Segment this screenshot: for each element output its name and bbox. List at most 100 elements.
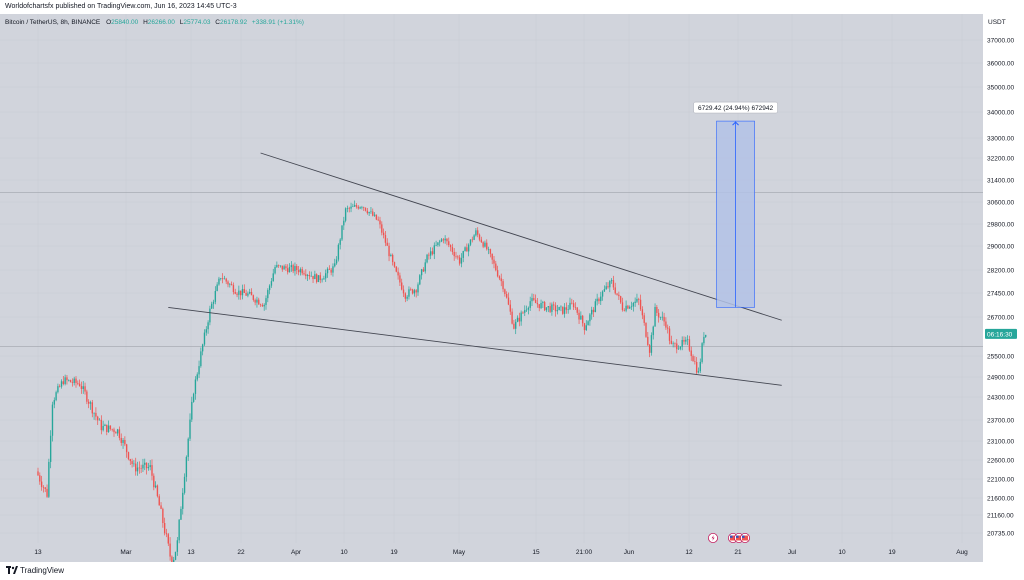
candle-body <box>297 270 300 273</box>
candle-body <box>167 534 169 544</box>
candle-body <box>585 325 587 331</box>
candle-body <box>672 343 674 344</box>
candle-body <box>287 268 289 273</box>
candle-body <box>482 242 484 247</box>
trendline-upper[interactable] <box>260 152 782 321</box>
candle-body <box>315 274 318 283</box>
candle-body <box>145 462 148 469</box>
candle-body <box>314 274 316 280</box>
candle-body <box>522 312 524 314</box>
candle-body <box>230 284 233 286</box>
horizontal-levels <box>0 192 983 347</box>
candle-body <box>37 471 39 476</box>
candle-body <box>487 249 490 250</box>
candle-body <box>343 220 345 226</box>
candle-body <box>567 309 569 310</box>
y-axis-unit: USDT <box>988 19 1006 26</box>
candle-body <box>163 522 166 534</box>
candle-body <box>281 265 283 270</box>
candle-body <box>277 265 280 266</box>
candle-body <box>272 273 274 282</box>
candle-body <box>679 346 682 349</box>
candle-body <box>332 266 334 273</box>
candle-body <box>538 304 540 309</box>
candle-body <box>211 303 213 309</box>
trendline-lower[interactable] <box>168 306 782 386</box>
legend-symbol: Bitcoin / TetherUS, 8h, BINANCE <box>5 19 101 26</box>
candle-body <box>120 437 122 443</box>
x-tick-label: 13 <box>187 549 195 556</box>
candle-body <box>288 267 291 273</box>
candle-body <box>596 298 598 302</box>
candle-body <box>603 289 606 292</box>
candle-body <box>683 339 685 342</box>
candle-body <box>502 281 504 290</box>
price-chart[interactable]: 6729.42 (24.94%) 672942 37000.00 36000.00… <box>0 14 1024 562</box>
measure-label-box <box>693 101 778 114</box>
candle-body <box>216 284 218 291</box>
footer-brand[interactable]: TradingView <box>20 566 65 575</box>
candle-body <box>393 262 396 267</box>
candle-body <box>607 286 609 288</box>
candle-body <box>348 208 350 209</box>
candle-body <box>388 245 390 257</box>
candle-body <box>290 265 293 268</box>
ohlc-legend: Bitcoin / TetherUS, 8h, BINANCE O25840.0… <box>5 19 304 26</box>
candles <box>37 200 707 562</box>
candle-body <box>419 275 421 285</box>
candle-body <box>330 269 332 273</box>
candle-body <box>661 316 663 318</box>
x-tick-label: 21 <box>734 549 742 556</box>
candle-body <box>256 299 258 303</box>
candle-body <box>127 452 130 460</box>
x-tick-label: 22 <box>237 549 245 556</box>
candle-body <box>610 280 613 282</box>
candle-body <box>609 281 611 288</box>
candle-body <box>446 238 448 242</box>
candle-body <box>138 467 141 469</box>
y-axis-ticks: 37000.00 36000.00 35000.00 34000.00 33000.00… <box>987 38 1014 538</box>
y-tick-label: 28200.00 <box>987 268 1014 275</box>
candle-body <box>531 298 533 302</box>
candle-body <box>433 245 435 255</box>
candle-body <box>174 551 177 560</box>
candle-body <box>176 540 179 552</box>
candle-body <box>214 290 217 302</box>
tradingview-logo-icon[interactable] <box>6 566 18 576</box>
candle-body <box>632 303 635 307</box>
candle-body <box>299 269 302 273</box>
candle-body <box>116 429 119 434</box>
candle-body <box>670 340 673 344</box>
price-axis[interactable] <box>983 14 1024 562</box>
x-tick-label: Mar <box>120 549 132 556</box>
legend-high-label: H <box>143 19 148 26</box>
countdown-text: 06:16:30 <box>987 331 1013 338</box>
candle-body <box>513 323 515 329</box>
candle-body <box>581 315 584 324</box>
flash-event-icon[interactable] <box>708 533 719 544</box>
measure-tool[interactable]: 6729.42 (24.94%) 672942 <box>693 101 778 308</box>
candle-body <box>78 383 81 386</box>
candle-body <box>500 278 502 282</box>
candle-body <box>549 306 551 312</box>
candle-body <box>553 304 555 306</box>
candle-body <box>259 304 262 306</box>
event-markers[interactable] <box>708 533 751 544</box>
candle-body <box>515 321 517 329</box>
candle-body <box>254 299 256 303</box>
legend-high: 26266.00 <box>148 19 175 26</box>
candle-body <box>252 295 255 300</box>
y-tick-label: 21160.00 <box>987 513 1014 520</box>
us-flag-event-icon[interactable] <box>740 533 751 544</box>
candle-body <box>87 401 90 404</box>
y-tick-label: 32200.00 <box>987 156 1014 163</box>
candle-body <box>695 361 698 373</box>
candle-body <box>221 278 224 280</box>
x-tick-label: May <box>453 549 466 556</box>
candle-body <box>207 322 209 330</box>
candle-body <box>205 329 207 333</box>
trendlines[interactable] <box>168 152 782 386</box>
candle-body <box>598 298 600 302</box>
candle-body <box>95 412 97 417</box>
candle-body <box>102 425 104 431</box>
